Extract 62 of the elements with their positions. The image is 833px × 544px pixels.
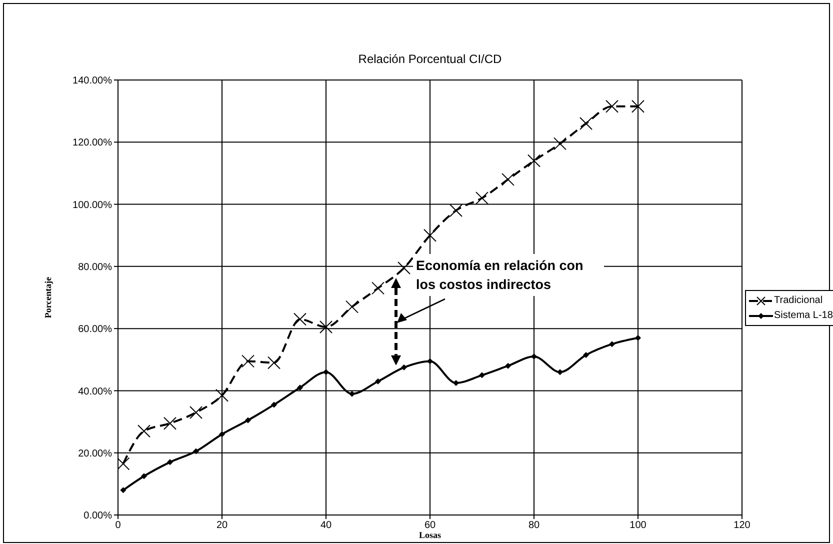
point <box>580 117 592 130</box>
point <box>476 192 488 205</box>
y-tick-label: 120.00% <box>72 138 112 149</box>
y-tick-label: 20.00% <box>78 448 112 460</box>
point <box>118 457 130 470</box>
point <box>268 356 280 370</box>
point <box>528 154 540 168</box>
point <box>294 312 306 326</box>
point <box>554 137 566 150</box>
y-tick-label: 140.00% <box>72 76 112 87</box>
y-tick-label: 40.00% <box>78 386 112 398</box>
point <box>424 228 436 242</box>
point <box>164 416 176 430</box>
point <box>505 362 511 369</box>
x-tick-label: 100 <box>630 520 647 532</box>
point <box>453 380 459 386</box>
point <box>609 341 615 348</box>
point <box>372 282 384 295</box>
point <box>138 424 150 438</box>
point <box>245 417 251 424</box>
point <box>349 390 355 397</box>
point <box>401 364 407 370</box>
point <box>297 384 303 391</box>
point <box>242 354 254 368</box>
point <box>557 369 563 376</box>
point <box>346 300 358 314</box>
point <box>632 100 644 113</box>
x-tick-label: 0 <box>115 520 122 532</box>
point <box>323 369 329 376</box>
point <box>141 473 147 480</box>
point <box>606 100 618 113</box>
point <box>167 459 173 466</box>
point <box>190 406 202 419</box>
chart-title: Relación Porcentual CI/CD <box>357 52 503 66</box>
point <box>398 261 410 274</box>
point <box>583 352 589 358</box>
y-axis-title: Porcentaje <box>43 276 54 318</box>
annotation: Economía en relación con los costos indirectos <box>413 254 604 296</box>
y-tick-label: 80.00% <box>78 262 112 273</box>
y-tick-label: 60.00% <box>78 324 112 336</box>
x-tick-label: 80 <box>528 520 540 532</box>
point <box>427 358 433 364</box>
point <box>479 372 485 378</box>
point <box>320 320 332 334</box>
point <box>193 448 199 454</box>
point <box>120 487 126 494</box>
point <box>216 388 228 402</box>
point <box>450 204 462 217</box>
legend-label: Tradicional <box>774 295 823 306</box>
point <box>635 334 641 341</box>
x-tick-label: 40 <box>320 520 332 532</box>
point <box>502 172 514 186</box>
x-tick-label: 60 <box>424 520 436 532</box>
x-tick-label: 20 <box>216 520 228 532</box>
legend-label: Sistema L-18 <box>774 310 833 321</box>
point <box>271 402 277 408</box>
x-axis-title: Losas <box>418 530 442 540</box>
x-tick-label: 120 <box>734 520 751 532</box>
y-tick-label: 0.00% <box>84 510 112 522</box>
point <box>219 431 225 438</box>
point <box>375 378 381 384</box>
y-tick-label: 100.00% <box>72 200 112 211</box>
